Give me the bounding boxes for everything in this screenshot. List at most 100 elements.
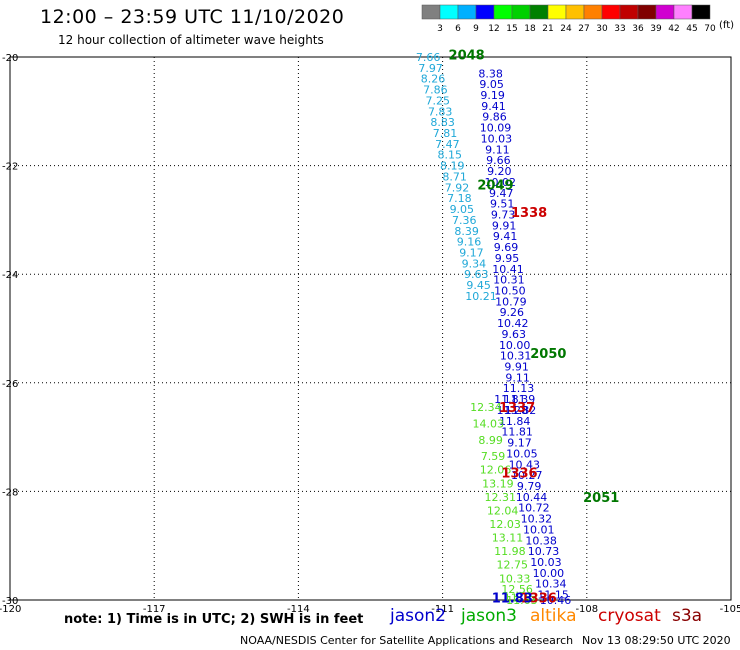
- colorbar-swatch: [457, 4, 477, 20]
- data-point-cryosat: 12.06: [480, 464, 512, 477]
- data-point-jason2: 9.17: [459, 246, 484, 259]
- data-point-jason3: 9.66: [486, 154, 511, 167]
- data-point-jason2: 9.34: [462, 257, 487, 270]
- pass-annotation: 1336: [521, 591, 557, 606]
- colorbar-swatch: [619, 4, 639, 20]
- data-point-cryosat: 8.99: [478, 434, 503, 447]
- y-tick-label: -30: [2, 596, 18, 607]
- data-point-jason2: 8.71: [442, 170, 467, 183]
- colorbar-swatch: [655, 4, 675, 20]
- y-tick-label: -20: [2, 53, 18, 64]
- x-tick-label: -111: [431, 604, 454, 615]
- data-point-jason2: 8.19: [440, 160, 465, 173]
- colorbar-label: 15: [506, 24, 517, 34]
- data-point-jason3: 10.00: [499, 339, 531, 352]
- footer-note: note: 1) Time is in UTC; 2) SWH is in fe…: [64, 612, 364, 627]
- pass-annotation: 1337: [499, 401, 535, 416]
- data-point-jason2: 7.83: [428, 105, 453, 118]
- data-point-jason3: 10.31: [500, 350, 532, 363]
- colorbar-label: 30: [596, 24, 608, 34]
- data-point-jason2: 7.18: [447, 192, 472, 205]
- colorbar-swatch: [421, 4, 441, 20]
- data-point-cryosat: 13.19: [482, 477, 514, 490]
- y-tick-label: -28: [2, 487, 18, 498]
- pass-annotation: 1338: [511, 206, 547, 221]
- data-point-altika: 11.81: [494, 393, 526, 406]
- data-point-jason3: 9.47: [489, 187, 514, 200]
- data-point-jason3: 10.03: [481, 132, 513, 145]
- data-point-jason3: 11.13: [503, 382, 535, 395]
- pass-annotation: 1336: [501, 466, 537, 481]
- data-point-jason2: 7.47: [435, 138, 460, 151]
- legend-s3a: s3a: [672, 606, 703, 626]
- data-point-jason3: 10.79: [495, 295, 527, 308]
- data-point-cryosat: 11.98: [494, 545, 526, 558]
- colorbar-label: 3: [437, 24, 443, 34]
- pass-annotation: 2050: [530, 347, 566, 362]
- colorbar-label: 6: [455, 24, 461, 34]
- data-point-jason3: 11.39: [504, 393, 536, 406]
- colorbar-label: 70: [704, 24, 716, 34]
- colorbar-swatch: [547, 4, 567, 20]
- data-point-jason3: 10.31: [493, 274, 525, 287]
- x-tick-label: -117: [143, 604, 166, 615]
- colorbar-swatch: [601, 4, 621, 20]
- data-point-jason3: 9.73: [491, 208, 516, 221]
- data-point-jason2: 7.86: [423, 84, 448, 97]
- data-point-jason3: 10.42: [497, 317, 529, 330]
- colorbar-swatch: [673, 4, 693, 20]
- colorbar-swatch: [565, 4, 585, 20]
- data-point-cryosat: 11.75: [504, 591, 536, 604]
- data-point-jason2: 7.36: [452, 214, 477, 227]
- colorbar-label: 27: [578, 24, 589, 34]
- footer-timestamp: Nov 13 08:29:50 UTC 2020: [582, 634, 731, 647]
- data-point-jason2: 9.45: [466, 279, 491, 292]
- legend-altika: altika: [530, 606, 577, 626]
- data-point-jason3: 9.41: [481, 100, 506, 113]
- y-tick-label: -24: [2, 270, 18, 281]
- data-point-cryosat: 12.34: [470, 401, 502, 414]
- data-point-jason3: 9.26: [500, 306, 525, 319]
- plot-frame: [9, 56, 732, 601]
- data-point-altika: 10.38: [525, 534, 557, 547]
- data-point-jason3: 9.11: [485, 143, 510, 156]
- data-point-jason2: 7.92: [445, 181, 470, 194]
- data-point-cryosat: 7.59: [481, 450, 506, 463]
- chart-subtitle: 12 hour collection of altimeter wave hei…: [58, 33, 324, 47]
- data-point-cryosat: 14.03: [473, 418, 505, 431]
- data-point-jason3: 9.63: [501, 328, 526, 341]
- data-point-jason3: 10.09: [480, 122, 512, 135]
- colorbar-swatch: [475, 4, 495, 20]
- data-point-altika: 9.79: [517, 480, 542, 493]
- data-point-altika: 11.84: [499, 415, 531, 428]
- data-point-jason3: 9.95: [495, 252, 520, 265]
- colorbar-label: 36: [632, 24, 644, 34]
- pass-annotation: 11.83: [492, 591, 533, 606]
- chart-title: 12:00 – 23:59 UTC 11/10/2020: [40, 6, 345, 28]
- data-point-altika: 11.28: [497, 404, 529, 417]
- data-point-altika: 10.44: [516, 491, 548, 504]
- colorbar-label: 39: [650, 24, 662, 34]
- data-point-altika: 10.01: [523, 523, 555, 536]
- data-point-altika: 11.81: [501, 426, 533, 439]
- colorbar-swatch: [637, 4, 657, 20]
- data-point-cryosat: 10.33: [499, 572, 531, 585]
- footer-credit: NOAA/NESDIS Center for Satellite Applica…: [240, 634, 574, 647]
- data-point-altika: 10.03: [530, 556, 562, 569]
- data-point-jason2: 8.26: [421, 73, 446, 86]
- pass-annotation: 2048: [449, 48, 485, 63]
- data-point-altika: 10.05: [506, 447, 538, 460]
- data-point-jason3: 9.11: [505, 371, 530, 384]
- data-point-jason2: 9.05: [450, 203, 475, 216]
- pass-annotation: 2051: [583, 491, 619, 506]
- data-point-jason3: 8.38: [478, 67, 503, 80]
- colorbar-label: 33: [614, 24, 625, 34]
- data-point-altika: 10.43: [509, 458, 541, 471]
- data-point-altika: 10.72: [518, 502, 550, 515]
- data-point-altika: 9.17: [507, 437, 532, 450]
- data-point-jason3: 9.91: [504, 361, 529, 374]
- colorbar-swatch: [583, 4, 603, 20]
- colorbar-swatch: [511, 4, 531, 20]
- data-point-jason2: 10.21: [465, 290, 497, 303]
